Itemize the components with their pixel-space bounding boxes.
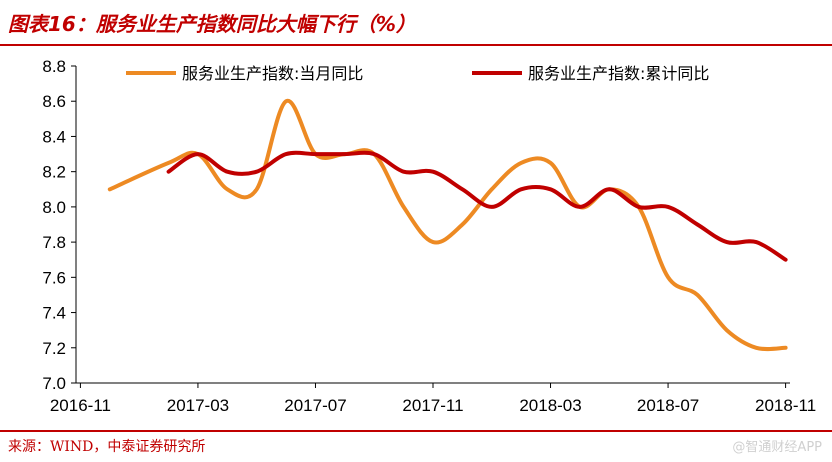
legend-label: 服务业生产指数:当月同比 <box>182 64 363 83</box>
y-tick-label: 7.4 <box>42 304 66 323</box>
y-tick-label: 7.0 <box>42 374 66 393</box>
x-tick-label: 2017-03 <box>167 396 229 415</box>
x-axis-ticks: 2016-11 2017-03 2017-07 2017-11 2018-03 2018-… <box>50 383 816 415</box>
y-tick-label: 7.8 <box>42 233 66 252</box>
y-tick-label: 7.2 <box>42 339 66 358</box>
y-tick-label: 8.4 <box>42 127 66 146</box>
series-line-cumulative <box>166 150 788 262</box>
series-line-monthly <box>107 99 788 352</box>
watermark: @智通财经APP <box>732 440 822 455</box>
x-tick-label: 2018-11 <box>755 396 816 415</box>
chart-title: 图表16：服务业生产指数同比大幅下行（%） <box>8 12 416 36</box>
legend-label: 服务业生产指数:累计同比 <box>528 64 709 83</box>
x-tick-label: 2017-11 <box>402 396 463 415</box>
title-divider <box>0 44 832 46</box>
chart-axes <box>75 66 790 384</box>
line-chart: 7.07.27.47.67.88.08.28.48.68.8 2016-11 20… <box>42 57 816 415</box>
y-axis-ticks: 7.0 7.2 7.4 7.6 7.8 8.0 8.2 8.4 8.6 8.8 <box>42 57 76 393</box>
x-tick-label: 2018-03 <box>519 396 581 415</box>
chart-legend: 服务业生产指数:当月同比 服务业生产指数:累计同比 <box>126 64 709 83</box>
y-tick-label: 8.6 <box>42 92 66 111</box>
chart-series <box>107 99 788 352</box>
y-tick-label: 8.0 <box>42 198 66 217</box>
y-tick-label: 8.2 <box>42 163 66 182</box>
x-tick-label: 2018-07 <box>637 396 699 415</box>
x-tick-label: 2016-11 <box>50 396 111 415</box>
source-note: 来源：WIND，中泰证券研究所 <box>8 439 206 455</box>
y-tick-label: 8.8 <box>42 57 66 76</box>
x-tick-label: 2017-07 <box>284 396 346 415</box>
footer-divider <box>0 430 832 432</box>
y-tick-label: 7.6 <box>42 268 66 287</box>
